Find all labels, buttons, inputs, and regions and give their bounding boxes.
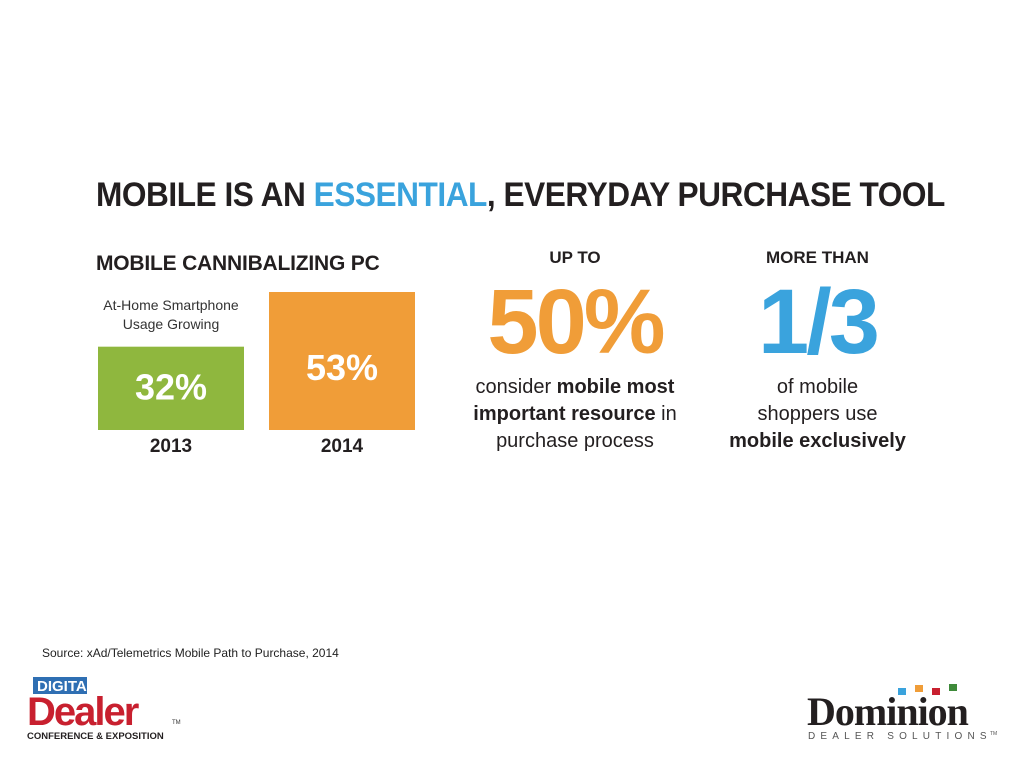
bar-value-label-2013: 32% (135, 367, 207, 408)
headline-part-2: , EVERYDAY PURCHASE TOOL (486, 176, 945, 214)
stat-2-line2: shoppers use (757, 403, 878, 425)
category-label-2013: 2013 (150, 436, 192, 457)
digital-dealer-logo: DIGITAL Dealer TM CONFERENCE & EXPOSITIO… (27, 677, 181, 742)
logo-dominion-text: Dominion (807, 689, 969, 734)
logo-left-tagline: CONFERENCE & EXPOSITION (27, 731, 164, 742)
logo-dealer-text: Dealer (27, 690, 139, 734)
logo-icon-orange (915, 685, 923, 692)
dominion-logo: Dominion DEALER SOLUTIONS TM (807, 684, 997, 742)
source-note: Source: xAd/Telemetrics Mobile Path to P… (42, 646, 339, 660)
logo-icon-blue (898, 688, 906, 695)
headline-part-1: MOBILE IS AN (96, 176, 314, 214)
bar-value-label-2014: 53% (306, 347, 378, 388)
bar-chart: 32% 2013 53% 2014 (98, 292, 415, 457)
headline-accent: ESSENTIAL (313, 176, 488, 214)
logo-icon-green (949, 684, 957, 691)
stat-2-line1: of mobile (776, 376, 859, 398)
logo-icon-red (932, 688, 940, 695)
stat-1-line2-bold: important resource (473, 403, 656, 425)
stat-2-description: of mobile shoppers use mobile exclusivel… (705, 374, 930, 455)
bar-2013 (98, 346, 244, 430)
chart-title: MOBILE CANNIBALIZING PC (96, 252, 380, 275)
logo-right-tagline: DEALER SOLUTIONS (808, 731, 992, 742)
chart-subtitle: At-Home Smartphone Usage Growing (103, 297, 239, 332)
stat-1-kicker: UP TO (549, 248, 601, 267)
category-label-2014: 2014 (321, 436, 364, 457)
stat-1-line1-bold: mobile most (556, 376, 675, 398)
slide-headline: MOBILE IS AN ESSENTIAL, EVERYDAY PURCHAS… (96, 176, 945, 226)
stat-block-1: UP TO 50% consider mobile most important… (450, 248, 700, 455)
logo-right-tm: TM (990, 731, 997, 737)
stat-1-description: consider mobile most important resource … (450, 374, 700, 455)
bar-2014 (269, 292, 415, 430)
stat-2-value: 1/3 (758, 271, 880, 373)
stat-1-line3: purchase process (496, 430, 654, 452)
stat-1-line1-text: consider (475, 376, 557, 398)
stat-2-kicker: MORE THAN (766, 248, 869, 267)
logo-digital-text: DIGITAL (37, 678, 96, 695)
stat-1-value: 50% (487, 271, 665, 373)
logo-left-tm: TM (172, 720, 181, 726)
logo-digital-bar (33, 677, 87, 694)
stat-2-line3-bold: mobile exclusively (729, 430, 906, 452)
stat-block-2: MORE THAN 1/3 of mobile shoppers use mob… (705, 248, 930, 455)
stat-1-line2-text: in (655, 403, 677, 425)
